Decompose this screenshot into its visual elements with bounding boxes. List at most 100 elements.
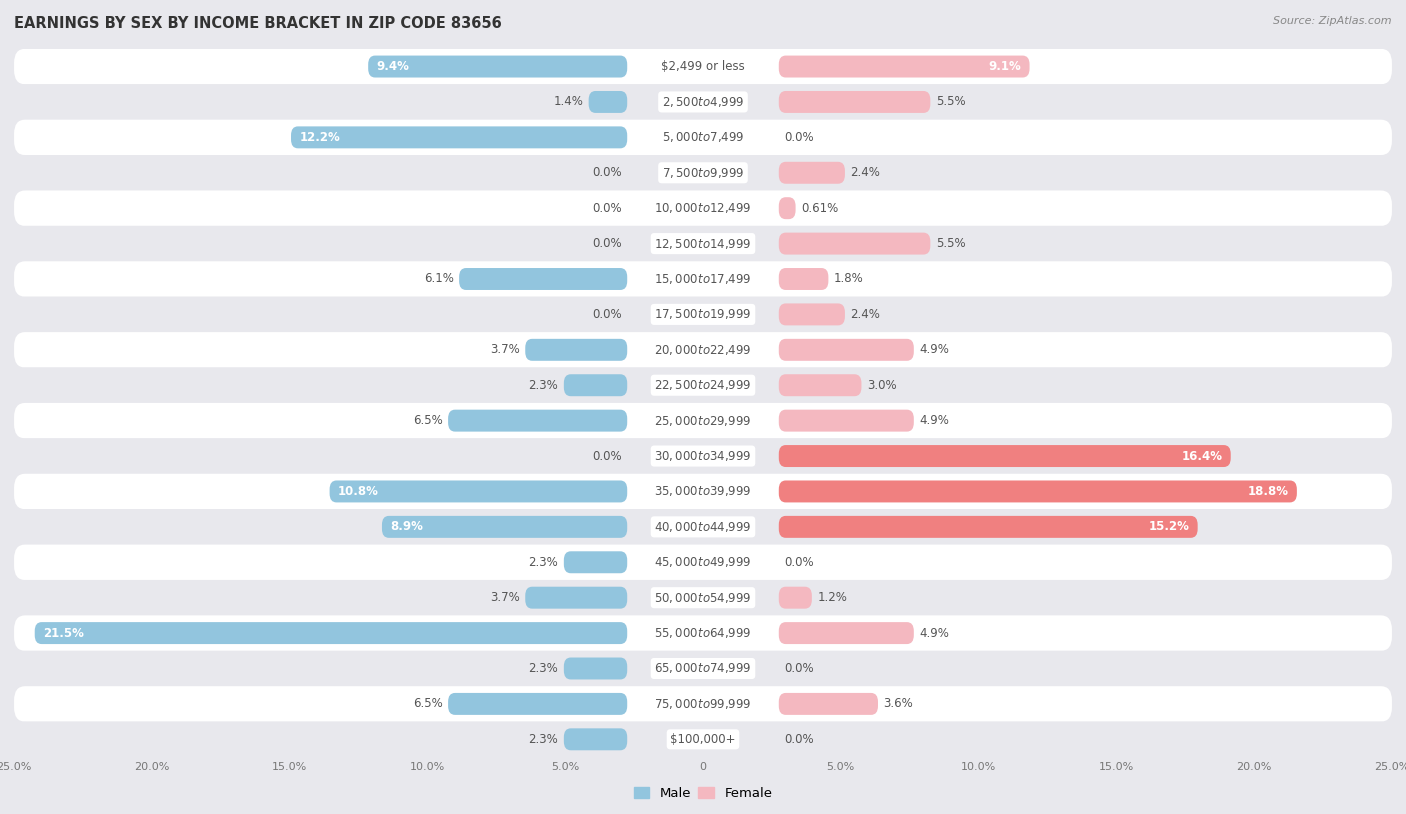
FancyBboxPatch shape: [779, 445, 1230, 467]
Text: 5.5%: 5.5%: [936, 237, 966, 250]
Text: 4.9%: 4.9%: [920, 627, 949, 640]
Text: 0.0%: 0.0%: [785, 662, 814, 675]
Text: 2.3%: 2.3%: [529, 379, 558, 392]
Text: 1.2%: 1.2%: [817, 591, 848, 604]
Text: 2.3%: 2.3%: [529, 733, 558, 746]
Text: 4.9%: 4.9%: [920, 414, 949, 427]
FancyBboxPatch shape: [449, 409, 627, 431]
Text: $25,000 to $29,999: $25,000 to $29,999: [654, 414, 752, 427]
Text: 6.5%: 6.5%: [413, 414, 443, 427]
FancyBboxPatch shape: [14, 332, 1392, 368]
FancyBboxPatch shape: [14, 155, 1392, 190]
Text: 18.8%: 18.8%: [1247, 485, 1289, 498]
Text: $35,000 to $39,999: $35,000 to $39,999: [654, 484, 752, 498]
FancyBboxPatch shape: [779, 233, 931, 255]
Text: $30,000 to $34,999: $30,000 to $34,999: [654, 449, 752, 463]
FancyBboxPatch shape: [779, 516, 1198, 538]
Text: 3.6%: 3.6%: [883, 698, 914, 711]
Text: 6.1%: 6.1%: [423, 273, 454, 286]
Text: $45,000 to $49,999: $45,000 to $49,999: [654, 555, 752, 569]
Text: 3.7%: 3.7%: [491, 344, 520, 357]
Text: 9.1%: 9.1%: [988, 60, 1021, 73]
Text: 0.0%: 0.0%: [785, 556, 814, 569]
FancyBboxPatch shape: [382, 516, 627, 538]
FancyBboxPatch shape: [564, 551, 627, 573]
FancyBboxPatch shape: [14, 49, 1392, 84]
FancyBboxPatch shape: [779, 622, 914, 644]
Text: $55,000 to $64,999: $55,000 to $64,999: [654, 626, 752, 640]
Text: 0.0%: 0.0%: [592, 202, 621, 215]
Text: $10,000 to $12,499: $10,000 to $12,499: [654, 201, 752, 215]
Text: 0.0%: 0.0%: [592, 237, 621, 250]
Text: 6.5%: 6.5%: [413, 698, 443, 711]
Text: $5,000 to $7,499: $5,000 to $7,499: [662, 130, 744, 144]
Text: $17,500 to $19,999: $17,500 to $19,999: [654, 308, 752, 322]
FancyBboxPatch shape: [526, 587, 627, 609]
Text: 21.5%: 21.5%: [44, 627, 84, 640]
FancyBboxPatch shape: [14, 686, 1392, 721]
FancyBboxPatch shape: [14, 261, 1392, 296]
Text: 9.4%: 9.4%: [377, 60, 409, 73]
Text: 5.5%: 5.5%: [936, 95, 966, 108]
Text: 10.8%: 10.8%: [337, 485, 378, 498]
FancyBboxPatch shape: [14, 225, 1392, 261]
Text: 8.9%: 8.9%: [391, 520, 423, 533]
Text: $40,000 to $44,999: $40,000 to $44,999: [654, 520, 752, 534]
FancyBboxPatch shape: [779, 304, 845, 326]
Text: $2,500 to $4,999: $2,500 to $4,999: [662, 95, 744, 109]
Text: 1.8%: 1.8%: [834, 273, 863, 286]
FancyBboxPatch shape: [14, 84, 1392, 120]
FancyBboxPatch shape: [779, 693, 877, 715]
Text: $50,000 to $54,999: $50,000 to $54,999: [654, 591, 752, 605]
FancyBboxPatch shape: [14, 368, 1392, 403]
FancyBboxPatch shape: [35, 622, 627, 644]
FancyBboxPatch shape: [779, 480, 1296, 502]
FancyBboxPatch shape: [14, 403, 1392, 438]
Text: 2.3%: 2.3%: [529, 662, 558, 675]
FancyBboxPatch shape: [779, 197, 796, 219]
FancyBboxPatch shape: [14, 438, 1392, 474]
FancyBboxPatch shape: [564, 729, 627, 751]
FancyBboxPatch shape: [526, 339, 627, 361]
FancyBboxPatch shape: [589, 91, 627, 113]
Text: $65,000 to $74,999: $65,000 to $74,999: [654, 662, 752, 676]
Text: 1.4%: 1.4%: [553, 95, 583, 108]
Text: 0.0%: 0.0%: [592, 308, 621, 321]
Text: 3.7%: 3.7%: [491, 591, 520, 604]
Text: 4.9%: 4.9%: [920, 344, 949, 357]
Text: 2.4%: 2.4%: [851, 166, 880, 179]
Text: $2,499 or less: $2,499 or less: [661, 60, 745, 73]
FancyBboxPatch shape: [779, 91, 931, 113]
FancyBboxPatch shape: [449, 693, 627, 715]
Text: 0.61%: 0.61%: [801, 202, 838, 215]
Text: 12.2%: 12.2%: [299, 131, 340, 144]
Text: $12,500 to $14,999: $12,500 to $14,999: [654, 237, 752, 251]
Text: $100,000+: $100,000+: [671, 733, 735, 746]
FancyBboxPatch shape: [779, 55, 1029, 77]
FancyBboxPatch shape: [14, 474, 1392, 510]
FancyBboxPatch shape: [14, 120, 1392, 155]
Text: 0.0%: 0.0%: [592, 166, 621, 179]
Text: 2.3%: 2.3%: [529, 556, 558, 569]
Text: 16.4%: 16.4%: [1181, 449, 1222, 462]
Text: 0.0%: 0.0%: [785, 733, 814, 746]
Text: $7,500 to $9,999: $7,500 to $9,999: [662, 166, 744, 180]
Text: $20,000 to $22,499: $20,000 to $22,499: [654, 343, 752, 357]
FancyBboxPatch shape: [779, 268, 828, 290]
FancyBboxPatch shape: [779, 409, 914, 431]
FancyBboxPatch shape: [14, 721, 1392, 757]
Text: 0.0%: 0.0%: [785, 131, 814, 144]
FancyBboxPatch shape: [14, 510, 1392, 545]
FancyBboxPatch shape: [14, 545, 1392, 580]
Text: $15,000 to $17,499: $15,000 to $17,499: [654, 272, 752, 286]
Text: 2.4%: 2.4%: [851, 308, 880, 321]
Text: 15.2%: 15.2%: [1149, 520, 1189, 533]
FancyBboxPatch shape: [14, 615, 1392, 650]
FancyBboxPatch shape: [368, 55, 627, 77]
FancyBboxPatch shape: [329, 480, 627, 502]
FancyBboxPatch shape: [291, 126, 627, 148]
FancyBboxPatch shape: [14, 190, 1392, 225]
FancyBboxPatch shape: [779, 587, 811, 609]
Text: Source: ZipAtlas.com: Source: ZipAtlas.com: [1274, 16, 1392, 26]
FancyBboxPatch shape: [14, 296, 1392, 332]
